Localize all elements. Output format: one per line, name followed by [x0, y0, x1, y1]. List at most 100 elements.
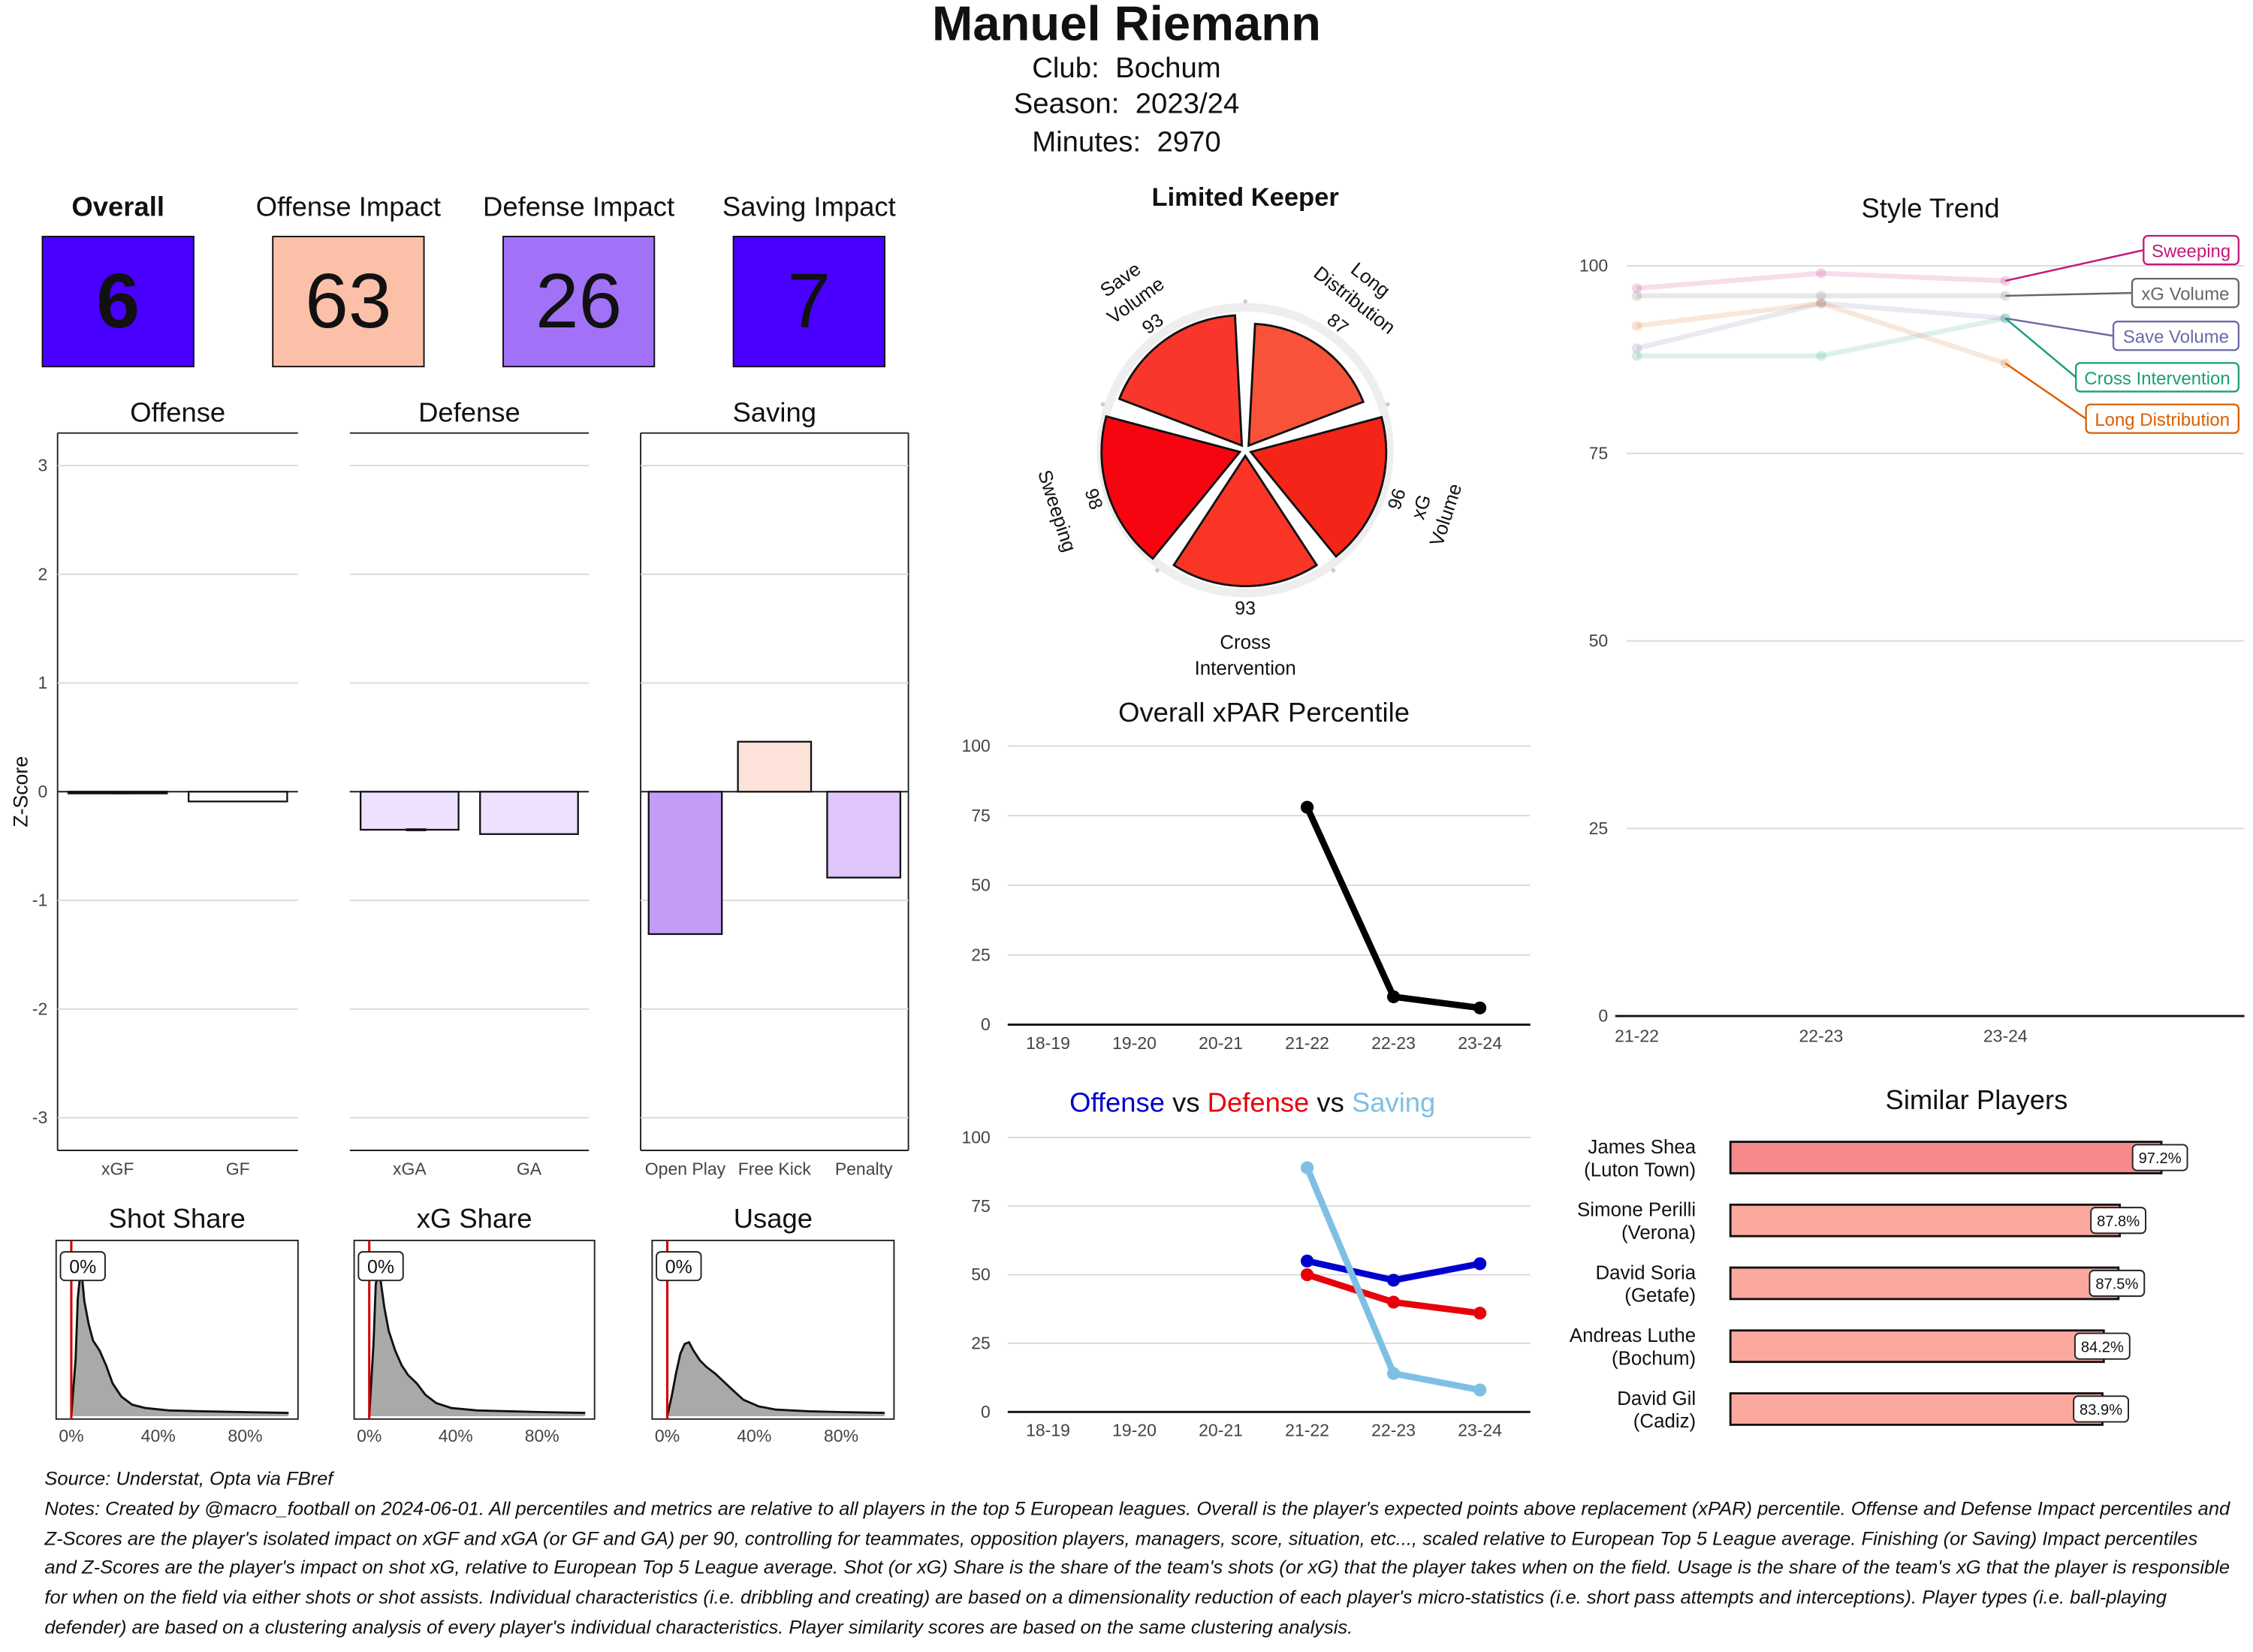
y-tick-label: 75	[971, 806, 991, 825]
trend-label: xG Volume	[2141, 285, 2229, 305]
trend-label: Save Volume	[2123, 327, 2229, 348]
y-axis-label: Z-Score	[9, 756, 32, 828]
similar-player-club: (Cadiz)	[1633, 1411, 1696, 1432]
bar-gf	[187, 791, 288, 803]
similar-bar	[1729, 1266, 2120, 1301]
similar-value-label: 87.5%	[2095, 1277, 2138, 1293]
share-title: Usage	[734, 1203, 813, 1234]
x-tick-label: Open Play	[645, 1159, 726, 1178]
y-tick-label: -2	[32, 999, 47, 1019]
share-title: Shot Share	[109, 1203, 246, 1234]
x-tick-label: 20-21	[1199, 1033, 1243, 1053]
odv-title-part: vs	[1309, 1087, 1344, 1118]
x-tick-label: xGA	[393, 1159, 427, 1178]
share-frame	[353, 1239, 596, 1420]
trend-point	[1631, 291, 1642, 301]
player-name: Manuel Riemann	[932, 0, 1321, 52]
density-area	[369, 1271, 586, 1416]
similar-title: Similar Players	[1886, 1084, 2068, 1115]
polar-value: 96	[1384, 487, 1410, 512]
polar-segment-save-volume	[1117, 314, 1244, 448]
trend-title: Style Trend	[1862, 192, 2000, 223]
y-tick-label: 2	[38, 565, 47, 584]
polar-label-line: Intervention	[1195, 658, 1296, 679]
zscore-chart: Z-Score 3 2 1 0 -1 -2 -3 Offense xGF GF Defense xGA G…	[9, 397, 909, 1178]
trend-line-early	[1636, 270, 1822, 291]
bar-penalty	[826, 791, 902, 879]
similar-bar	[1729, 1141, 2163, 1174]
bar-xga	[359, 791, 460, 831]
trend-label: Cross Intervention	[2084, 369, 2230, 389]
polar-title: Limited Keeper	[1152, 183, 1339, 212]
polar-gap-dot	[1100, 402, 1105, 407]
polar-label-line: xG	[1408, 492, 1436, 522]
trend-line-early	[1636, 300, 1822, 329]
season-value: 2023/24	[1135, 88, 1240, 120]
series-point	[1386, 1295, 1401, 1309]
trend-point	[1816, 268, 1826, 279]
share-x-tick: 80%	[228, 1426, 262, 1446]
y-tick-label: 50	[1589, 631, 1609, 650]
similar-player-name: James Shea	[1588, 1137, 1696, 1158]
series-point	[1300, 800, 1314, 814]
bar-free-kick	[737, 740, 813, 793]
polar-label-line: Volume	[1426, 481, 1466, 549]
trend-point	[2000, 291, 2010, 301]
polar-segment-xg-volume	[1248, 415, 1388, 558]
x-tick-label: 23-24	[1458, 1421, 1502, 1440]
kpi-offense-label: Offense Impact	[255, 192, 442, 223]
club-value: Bochum	[1115, 53, 1221, 85]
trend-point	[1816, 291, 1826, 301]
kpi-defense-box: 26	[502, 236, 656, 368]
marker-label-box	[59, 1251, 106, 1282]
share-x-tick: 0%	[59, 1426, 83, 1446]
series-point	[1473, 1001, 1487, 1014]
polar-segment-long-distribution	[1247, 322, 1365, 448]
share-x-tick: 40%	[737, 1426, 771, 1446]
kpi-overall-label: Overall	[71, 192, 164, 223]
trend-point	[1816, 298, 1826, 309]
kpi-saving-box: 7	[732, 236, 885, 368]
series-point	[1300, 1161, 1314, 1174]
x-tick-label: 21-22	[1285, 1033, 1329, 1053]
trend-point	[1816, 298, 1826, 309]
y-tick-label: 0	[38, 782, 47, 801]
kpi-offense-box: 63	[272, 236, 425, 368]
similar-player-name: David Gil	[1617, 1388, 1696, 1409]
polar-label-line: Sweeping	[1033, 468, 1080, 555]
x-tick-label: 21-22	[1285, 1421, 1329, 1440]
xpar-title: Overall xPAR Percentile	[1118, 697, 1410, 728]
similar-player-name: Andreas Luthe	[1570, 1325, 1696, 1346]
facet-title: Defense	[418, 397, 520, 428]
trend-point	[1631, 343, 1642, 354]
odv-title-part: vs	[1165, 1087, 1200, 1118]
y-tick-label: 0	[1598, 1006, 1608, 1026]
series-point	[1473, 1257, 1487, 1271]
marker-label: 0%	[367, 1258, 394, 1278]
density-line	[666, 1340, 885, 1417]
y-tick-label: 0	[981, 1014, 991, 1034]
series-point	[1386, 1367, 1401, 1380]
polar-label: xGVolume	[1401, 473, 1466, 549]
minutes-label: Minutes:	[1032, 127, 1142, 159]
marker-label: 0%	[665, 1258, 692, 1278]
trend-line-early	[1636, 300, 1822, 351]
marker-label-box	[357, 1251, 404, 1282]
club-line: Club: Bochum	[0, 53, 2253, 86]
series-point	[1386, 1274, 1401, 1287]
trend-label-box	[2131, 277, 2239, 309]
y-tick-label: 75	[1589, 443, 1609, 463]
trend-label: Sweeping	[2152, 242, 2230, 262]
season-line: Season: 2023/24	[0, 89, 2253, 122]
club-label: Club:	[1032, 53, 1099, 85]
odv-title-part: Defense	[1200, 1087, 1310, 1118]
trend-line-late	[1820, 300, 2006, 321]
odv-title-part: Saving	[1344, 1087, 1435, 1118]
x-tick-label: 18-19	[1026, 1421, 1070, 1440]
facet-title: Saving	[733, 397, 816, 428]
y-tick-label: 25	[971, 945, 991, 964]
x-tick-label: xGF	[101, 1159, 134, 1178]
similar-label-box	[2073, 1395, 2129, 1423]
series-point	[1473, 1307, 1487, 1320]
